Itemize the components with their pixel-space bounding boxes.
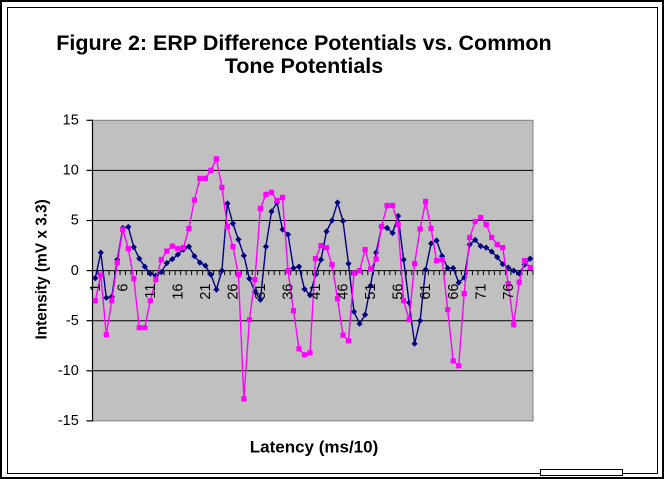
svg-text:61: 61	[418, 284, 434, 300]
svg-text:Latency (ms/10): Latency (ms/10)	[250, 438, 379, 457]
svg-text:66: 66	[446, 284, 462, 300]
svg-text:51: 51	[363, 284, 379, 300]
svg-text:36: 36	[281, 284, 297, 300]
svg-text:1: 1	[88, 284, 104, 292]
svg-text:5: 5	[71, 213, 79, 229]
svg-text:-15: -15	[58, 413, 79, 429]
svg-text:0: 0	[71, 263, 79, 279]
svg-text:31: 31	[253, 284, 269, 300]
svg-text:11: 11	[143, 284, 159, 299]
svg-text:-10: -10	[58, 363, 79, 379]
svg-text:56: 56	[391, 284, 407, 300]
svg-text:-5: -5	[66, 313, 79, 329]
svg-text:15: 15	[63, 113, 79, 129]
svg-text:26: 26	[226, 284, 242, 300]
svg-text:71: 71	[473, 284, 489, 300]
svg-text:10: 10	[63, 163, 79, 179]
svg-text:76: 76	[501, 284, 517, 300]
svg-text:41: 41	[308, 284, 324, 300]
svg-text:16: 16	[170, 284, 186, 300]
svg-text:21: 21	[198, 284, 214, 300]
svg-text:Intensity (mV x 3.3): Intensity (mV x 3.3)	[34, 199, 51, 339]
svg-text:6: 6	[115, 284, 131, 292]
svg-text:46: 46	[336, 284, 352, 300]
